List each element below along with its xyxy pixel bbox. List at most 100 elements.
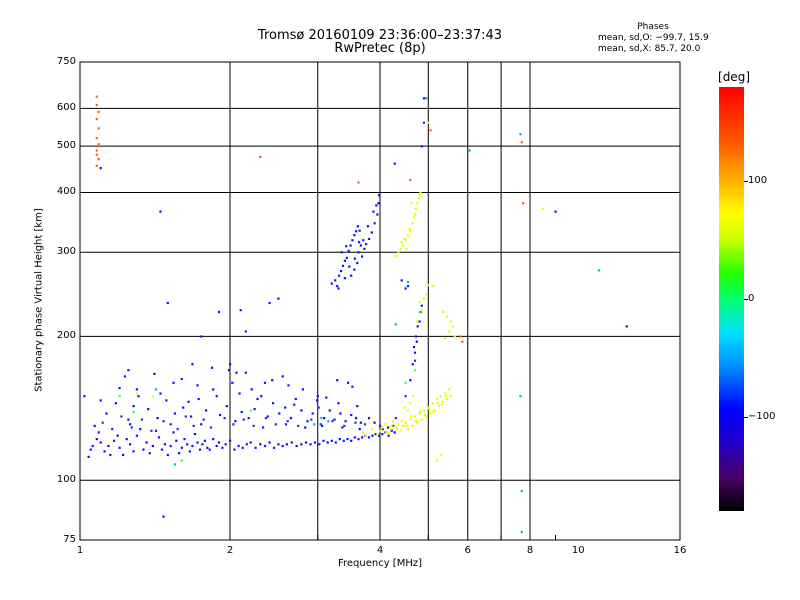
data-point (441, 310, 445, 314)
data-point (339, 412, 342, 415)
data-point (376, 433, 379, 436)
data-point (300, 409, 303, 412)
data-point (356, 261, 359, 265)
data-point (327, 420, 330, 423)
data-point (459, 335, 462, 338)
data-point (278, 412, 281, 415)
data-point (97, 431, 100, 434)
data-point (190, 415, 193, 418)
data-point (150, 429, 153, 432)
data-point (97, 145, 100, 148)
data-point (413, 369, 417, 372)
data-point (350, 413, 353, 417)
data-point (122, 453, 125, 457)
data-point (413, 213, 417, 216)
data-point (419, 191, 422, 194)
data-point (180, 377, 183, 381)
data-point (357, 438, 360, 441)
data-point (221, 446, 224, 449)
data-point (416, 421, 419, 424)
data-point (304, 426, 307, 429)
data-point (417, 196, 420, 199)
data-point (403, 406, 406, 409)
data-point (271, 379, 274, 382)
colorbar-tick (744, 181, 748, 183)
data-point (175, 439, 178, 442)
data-point (217, 441, 221, 444)
data-point (355, 230, 358, 233)
data-point (191, 363, 194, 366)
data-point (95, 118, 98, 121)
data-point (118, 446, 121, 449)
data-point (101, 421, 104, 424)
data-point (400, 241, 403, 244)
data-point (425, 415, 428, 418)
data-point (145, 441, 148, 444)
data-point (95, 103, 98, 107)
data-point (409, 229, 412, 232)
data-point (349, 244, 352, 247)
data-point (410, 415, 413, 418)
data-point (227, 369, 231, 372)
data-point (343, 277, 346, 280)
data-point (120, 415, 123, 418)
data-point (413, 415, 417, 418)
data-point (362, 239, 365, 242)
data-point (97, 143, 100, 146)
data-point (385, 431, 388, 434)
data-point (318, 443, 321, 446)
y-tick-label: 600 (56, 102, 76, 114)
data-point (367, 237, 371, 240)
data-point (256, 397, 259, 401)
data-point (259, 155, 262, 158)
data-point (340, 270, 343, 273)
data-point (406, 428, 410, 431)
data-point (520, 530, 523, 534)
data-point (404, 239, 407, 242)
data-point (277, 443, 280, 446)
y-tick-label: 75 (63, 534, 76, 545)
data-point (427, 284, 430, 287)
data-point (437, 405, 440, 408)
data-point (366, 225, 369, 228)
data-point (201, 443, 204, 446)
data-point (316, 395, 319, 398)
data-point (381, 433, 384, 436)
data-point (404, 421, 407, 424)
data-point (331, 420, 334, 423)
data-point (281, 375, 284, 378)
data-point (166, 301, 169, 305)
data-point (132, 450, 135, 453)
data-point (356, 405, 359, 408)
data-point (173, 412, 176, 415)
data-point (399, 247, 402, 250)
data-point (392, 424, 395, 427)
data-point (263, 444, 267, 448)
data-point (159, 392, 162, 395)
data-point (89, 448, 92, 451)
y-axis-label: Stationary phase Virtual Height [km] (33, 208, 45, 392)
data-point (554, 210, 557, 213)
data-point (336, 379, 339, 382)
data-point (447, 388, 451, 391)
data-point (320, 417, 323, 420)
data-point (397, 251, 400, 254)
data-point (241, 446, 244, 449)
data-point (330, 439, 333, 442)
data-point (173, 463, 176, 466)
data-point (99, 441, 102, 444)
data-point (390, 429, 393, 432)
data-point (411, 222, 414, 225)
data-point (239, 309, 242, 312)
data-point (416, 325, 419, 328)
data-point (394, 323, 397, 326)
data-point (413, 216, 416, 219)
data-point (427, 406, 430, 409)
data-point (325, 396, 328, 399)
data-point (370, 428, 373, 431)
data-point (345, 245, 348, 248)
data-point (345, 256, 348, 259)
data-point (93, 424, 96, 427)
colorbar-unit-text: deg (722, 70, 746, 84)
data-point (333, 418, 336, 421)
